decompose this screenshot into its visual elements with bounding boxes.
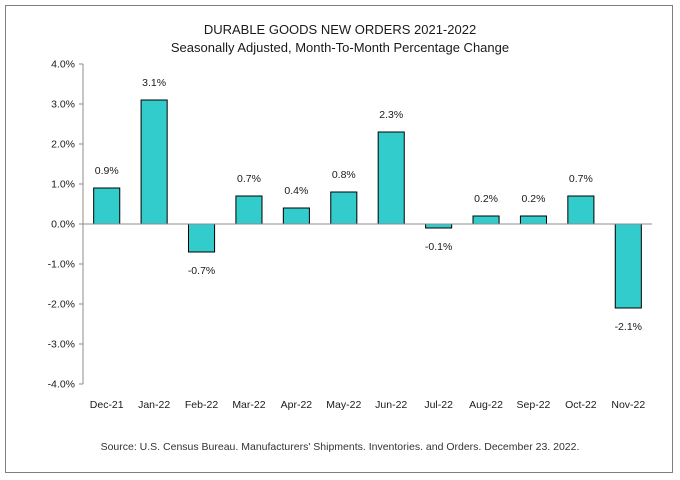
x-tick-label: Apr-22 [281, 399, 313, 411]
bar [567, 195, 595, 225]
data-label: 0.2% [521, 193, 545, 205]
bar [377, 131, 405, 225]
x-tick-label: Dec-21 [90, 399, 124, 411]
bar [140, 99, 168, 225]
data-label: -2.1% [615, 321, 642, 333]
bar [330, 191, 358, 225]
x-tick-label: Jul-22 [424, 399, 453, 411]
x-tick-label: May-22 [326, 399, 361, 411]
y-tick-label: -2.0% [48, 299, 75, 311]
bar [188, 223, 216, 253]
x-tick-label: Oct-22 [565, 399, 597, 411]
x-tick-label: Aug-22 [469, 399, 503, 411]
bar [519, 215, 547, 225]
data-label: 0.9% [95, 165, 119, 177]
x-tick-label: Mar-22 [232, 399, 265, 411]
y-tick-label: -4.0% [48, 379, 75, 391]
chart-frame [5, 5, 673, 473]
y-tick-label: -3.0% [48, 339, 75, 351]
data-label: 2.3% [379, 109, 403, 121]
x-tick-label: Feb-22 [185, 399, 218, 411]
x-tick-label: Jun-22 [375, 399, 407, 411]
bar [472, 215, 500, 225]
source-note: Source: U.S. Census Bureau. Manufacturer… [100, 441, 580, 453]
chart-subtitle: Seasonally Adjusted, Month-To-Month Perc… [170, 40, 510, 55]
data-label: 0.8% [332, 169, 356, 181]
bar [614, 223, 642, 309]
bar [425, 223, 453, 229]
bar [93, 187, 121, 225]
y-tick-label: 2.0% [51, 139, 75, 151]
y-tick-label: 4.0% [51, 59, 75, 71]
y-tick-label: -1.0% [48, 259, 75, 271]
y-tick-label: 1.0% [51, 179, 75, 191]
chart-title: DURABLE GOODS NEW ORDERS 2021-2022 [203, 22, 477, 37]
data-label: 0.7% [237, 173, 261, 185]
bar [282, 207, 310, 225]
x-tick-label: Jan-22 [138, 399, 170, 411]
data-label: 3.1% [142, 77, 166, 89]
y-tick-label: 0.0% [51, 219, 75, 231]
data-label: 0.7% [569, 173, 593, 185]
x-tick-label: Nov-22 [611, 399, 645, 411]
data-label: 0.4% [284, 185, 308, 197]
bar [235, 195, 263, 225]
data-label: -0.7% [188, 265, 215, 277]
data-label: 0.2% [474, 193, 498, 205]
y-tick-label: 3.0% [51, 99, 75, 111]
data-label: -0.1% [425, 241, 452, 253]
x-tick-label: Sep-22 [517, 399, 551, 411]
